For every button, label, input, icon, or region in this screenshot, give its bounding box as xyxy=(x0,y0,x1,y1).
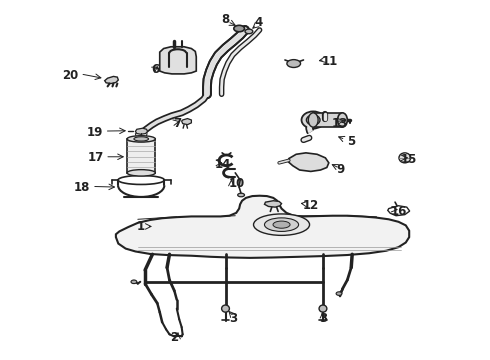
Text: 17: 17 xyxy=(87,151,104,164)
Ellipse shape xyxy=(134,137,148,141)
Polygon shape xyxy=(265,201,282,207)
Ellipse shape xyxy=(234,25,245,32)
Text: 15: 15 xyxy=(401,153,417,166)
Ellipse shape xyxy=(238,193,245,197)
Ellipse shape xyxy=(319,305,327,312)
Ellipse shape xyxy=(301,111,325,129)
Ellipse shape xyxy=(127,136,155,142)
Text: 16: 16 xyxy=(390,204,407,217)
Text: 18: 18 xyxy=(74,181,91,194)
Ellipse shape xyxy=(287,60,300,67)
Bar xyxy=(313,113,343,127)
Ellipse shape xyxy=(265,218,298,231)
Bar xyxy=(127,139,155,173)
Text: 1: 1 xyxy=(137,220,145,233)
Text: 19: 19 xyxy=(86,126,103,139)
Polygon shape xyxy=(116,196,409,258)
Text: 6: 6 xyxy=(151,63,160,76)
Ellipse shape xyxy=(245,29,253,34)
Ellipse shape xyxy=(336,292,342,296)
Ellipse shape xyxy=(253,214,310,235)
Ellipse shape xyxy=(338,113,347,127)
Text: 14: 14 xyxy=(215,158,231,171)
Text: 7: 7 xyxy=(173,117,181,130)
Text: 8: 8 xyxy=(221,13,230,26)
Text: 10: 10 xyxy=(228,177,245,190)
Ellipse shape xyxy=(273,221,290,228)
Text: 12: 12 xyxy=(302,199,318,212)
Text: 5: 5 xyxy=(347,135,356,148)
Ellipse shape xyxy=(131,280,137,284)
Text: 20: 20 xyxy=(62,69,78,82)
Ellipse shape xyxy=(221,305,229,312)
Text: 3: 3 xyxy=(229,312,237,325)
Polygon shape xyxy=(105,76,118,84)
Polygon shape xyxy=(160,47,196,74)
Text: 4: 4 xyxy=(254,16,262,29)
Ellipse shape xyxy=(399,153,411,163)
Text: 9: 9 xyxy=(337,163,345,176)
Ellipse shape xyxy=(308,113,318,127)
Text: 3: 3 xyxy=(319,312,327,325)
Polygon shape xyxy=(288,153,329,171)
Ellipse shape xyxy=(306,115,320,125)
Text: 11: 11 xyxy=(322,55,338,68)
Polygon shape xyxy=(388,206,410,216)
Ellipse shape xyxy=(127,170,155,176)
Polygon shape xyxy=(182,118,192,125)
Text: 13: 13 xyxy=(332,117,348,130)
Polygon shape xyxy=(135,128,147,134)
Text: 2: 2 xyxy=(171,332,178,345)
